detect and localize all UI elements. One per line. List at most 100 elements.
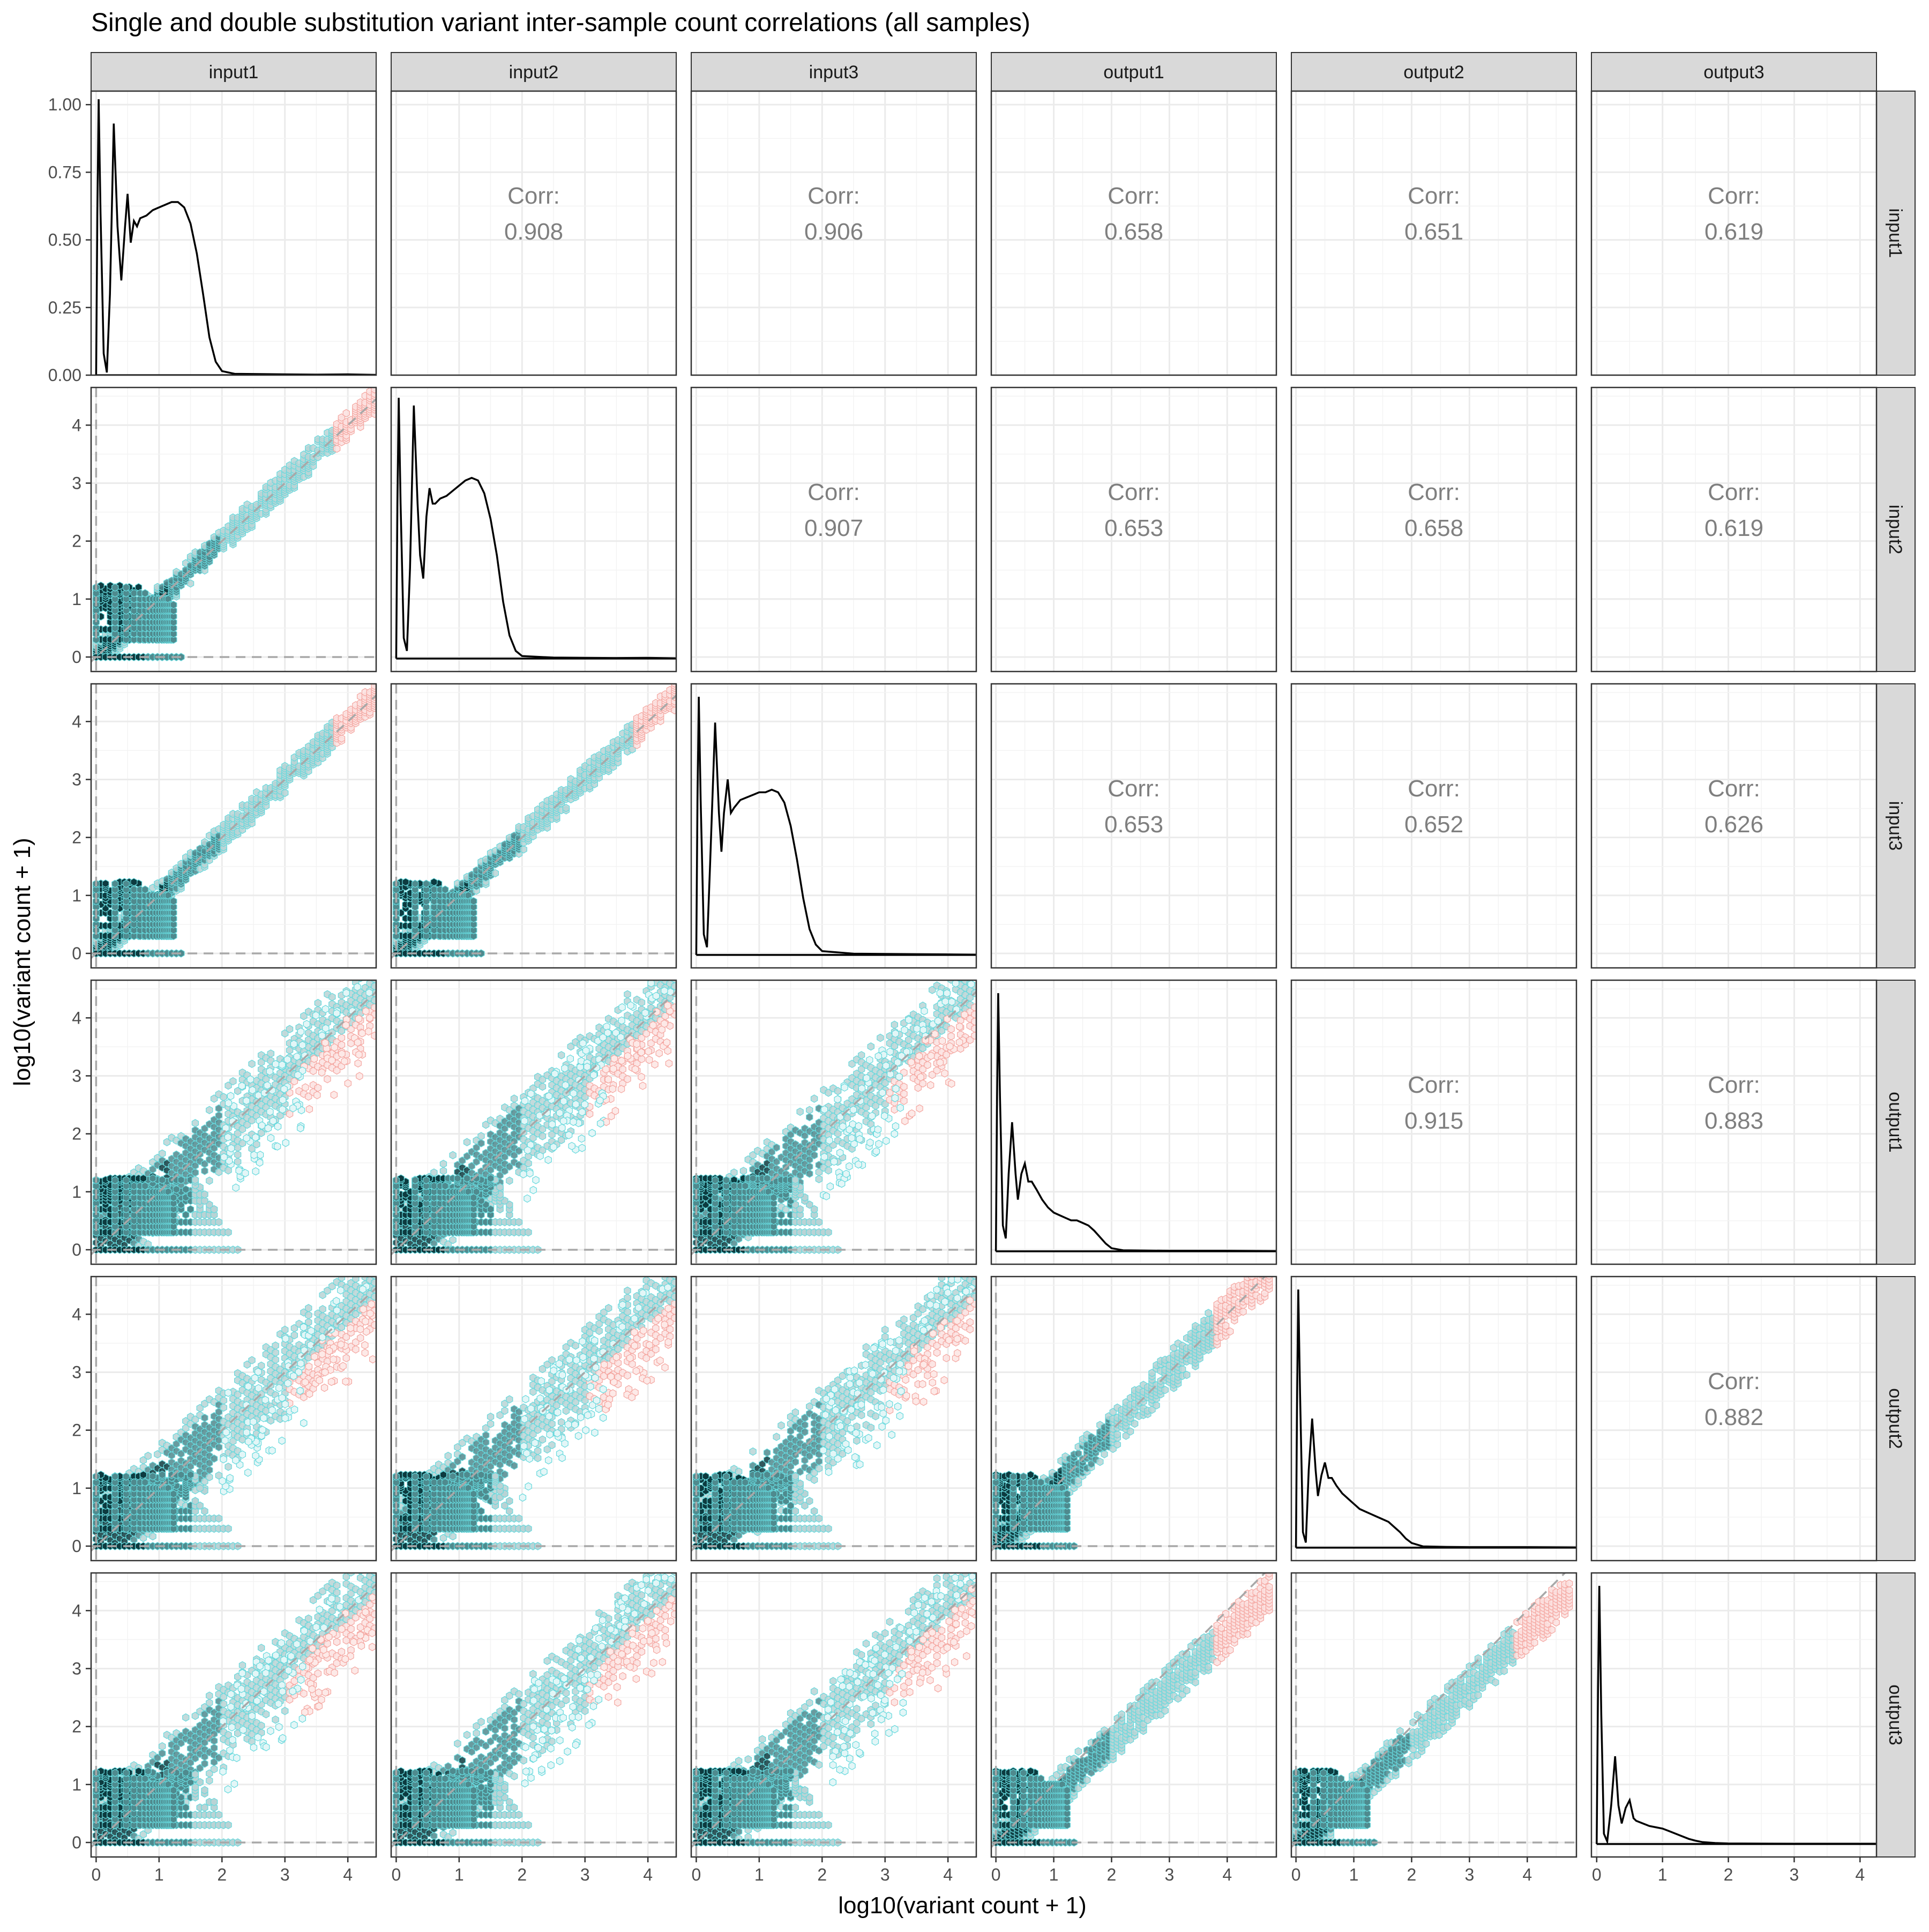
hexbin-cell [142, 1182, 148, 1190]
hexbin-cell [247, 1076, 253, 1083]
hexbin-cell [343, 409, 349, 417]
hexbin-cell [515, 1218, 522, 1226]
hexbin-cell [267, 1108, 273, 1116]
hexbin-cell [584, 1063, 590, 1071]
facet-label-col-output3: output3 [1703, 62, 1764, 83]
hexbin-cell [573, 1101, 579, 1108]
hexbin-cell [618, 1057, 625, 1064]
hexbin-cell [322, 1039, 328, 1047]
hexbin-cell [315, 1084, 321, 1092]
hexbin-cell [619, 1004, 625, 1011]
hexbin-cell [252, 1133, 259, 1141]
hexbin-cell [587, 1110, 593, 1118]
hexbin-cell [188, 1205, 194, 1213]
hexbin-cell [559, 1124, 565, 1132]
x-axis-label: log10(variant count + 1) [838, 1892, 1087, 1919]
hexbin-cell [345, 1080, 351, 1087]
hexbin-cell [297, 1124, 304, 1132]
chart-title: Single and double substitution variant i… [91, 9, 1030, 37]
panel-input1-output1: Corr:0.658 [991, 71, 1276, 375]
hexbin-cell [566, 1131, 572, 1139]
y-tick-label: 2 [72, 532, 81, 551]
panel-input3-input3 [691, 684, 976, 968]
y-tick-label: 4 [72, 415, 81, 435]
corr-label: Corr: [1408, 479, 1460, 505]
hexbin-cell [319, 1069, 325, 1076]
hexbin-cell [354, 983, 361, 991]
y-tick-label: 0 [72, 1240, 81, 1259]
hexbin-cell [252, 1168, 259, 1175]
facet-label-row-output3: output3 [1885, 1684, 1905, 1745]
hexbin-cell [279, 1106, 286, 1113]
y-tick-label: 1 [72, 886, 81, 905]
y-tick-label: 1 [72, 1182, 81, 1202]
hexbin-cell [537, 1152, 543, 1160]
corr-label: Corr: [1708, 775, 1760, 802]
y-tick-label: 1 [72, 590, 81, 609]
panel-input2-output3: Corr:0.619 [1591, 387, 1876, 672]
hexbin-cell [287, 1025, 293, 1033]
panel-input1-output3: Corr:0.619 [1591, 71, 1876, 375]
hexbin-cell [243, 1135, 250, 1142]
hexbin-cell [570, 1118, 577, 1125]
panel-input2-output1: Corr:0.653 [991, 387, 1276, 672]
facet-label-row-output2: output2 [1885, 1388, 1905, 1449]
hexbin-cell [333, 1010, 340, 1017]
hexbin-cell [131, 1182, 137, 1190]
hexbin-cell [328, 1057, 335, 1064]
y-tick-label: 3 [72, 770, 81, 789]
hexbin-cell [359, 1030, 365, 1037]
hexbin-cell [464, 1175, 470, 1182]
hexbin-cell [431, 1182, 437, 1190]
hexbin-cell [290, 1040, 297, 1048]
hexbin-cell [206, 1177, 213, 1184]
hexbin-cell [645, 1048, 652, 1055]
hexbin-cell [583, 1047, 589, 1054]
hexbin-cell [525, 1228, 532, 1236]
hexbin-cell [343, 989, 349, 997]
hexbin-cell [123, 880, 129, 887]
hexbin-cell [220, 1093, 227, 1101]
hexbin-cell [230, 1078, 236, 1085]
hexbin-cell [567, 1055, 573, 1063]
hexbin-cell [431, 878, 437, 886]
hexbin-cell [355, 1060, 361, 1067]
hexbin-cell [311, 1055, 317, 1063]
hexbin-cell [341, 1057, 348, 1065]
hexbin-cell [227, 1092, 234, 1100]
y-tick-label: 0 [72, 647, 81, 667]
hexbin-cell [560, 1117, 567, 1125]
hexbin-cell [597, 1096, 603, 1104]
panel-input1-input3: Corr:0.906 [691, 71, 976, 375]
hexbin-cell [440, 1160, 446, 1168]
hexbin-cell [183, 1185, 189, 1193]
y-tick-label: 2 [72, 1124, 81, 1144]
hexbin-cell [249, 1060, 255, 1068]
hexbin-cell [112, 1176, 118, 1184]
hexbin-cell [355, 1039, 361, 1046]
corr-value: 0.653 [1104, 811, 1163, 838]
hexbin-cell [478, 1139, 484, 1147]
corr-value: 0.658 [1104, 219, 1163, 245]
corr-value: 0.652 [1404, 811, 1463, 838]
hexbin-cell [608, 1113, 615, 1120]
y-tick-label: 0 [72, 944, 81, 963]
corr-value: 0.653 [1104, 515, 1163, 541]
facet-label-row-output1: output1 [1885, 1092, 1905, 1152]
hexbin-cell [603, 1023, 610, 1031]
hexbin-cell [609, 1085, 616, 1093]
hexbin-cell [319, 1032, 325, 1039]
hexbin-cell [257, 1151, 264, 1159]
hexbin-cell [632, 1065, 639, 1073]
hexbin-cell [492, 869, 498, 877]
hexbin-cell [642, 1009, 648, 1017]
hexbin-cell [423, 880, 429, 887]
hexbin-cell [423, 1176, 429, 1184]
hexbin-cell [450, 1236, 456, 1244]
hexbin-cell [142, 886, 148, 893]
hexbin-cell [112, 880, 118, 887]
hexbin-cell [618, 1017, 625, 1024]
hexbin-cell [131, 590, 137, 597]
hexbin-cell [661, 987, 668, 995]
